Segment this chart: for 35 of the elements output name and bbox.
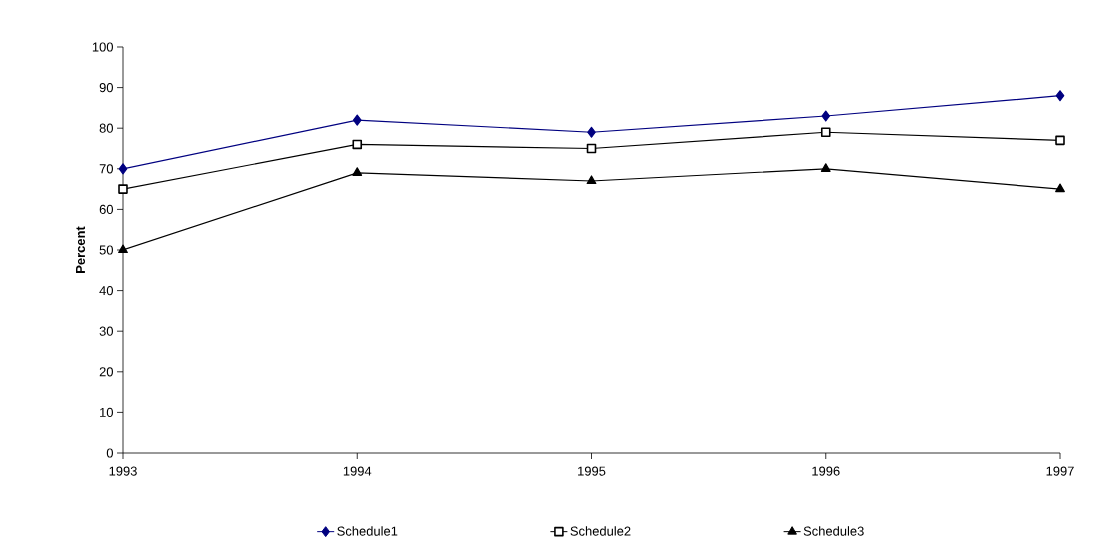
point bbox=[586, 143, 597, 154]
x-tick-label: 1996 bbox=[812, 466, 840, 476]
point bbox=[586, 175, 597, 185]
point bbox=[1055, 90, 1065, 102]
y-tick-label: 10 bbox=[100, 407, 113, 417]
y-axis-title: Percent bbox=[76, 226, 86, 273]
x-tick-label: 1994 bbox=[343, 466, 372, 476]
point bbox=[118, 163, 128, 175]
x-tick-label: 1993 bbox=[109, 466, 137, 476]
point bbox=[1055, 135, 1065, 146]
y-tick-label: 90 bbox=[99, 83, 113, 93]
y-tick-label: 0 bbox=[106, 448, 113, 458]
x-tick-label: 1997 bbox=[1046, 466, 1074, 476]
point bbox=[820, 163, 831, 172]
legend-label: Schedule1 bbox=[337, 526, 398, 536]
point bbox=[118, 184, 128, 194]
x-tick-label: 1995 bbox=[578, 466, 606, 476]
y-tick-label: 60 bbox=[99, 204, 113, 214]
y-tick-label: 30 bbox=[99, 326, 113, 336]
y-tick-label: 50 bbox=[99, 245, 113, 255]
y-tick-label: 80 bbox=[99, 123, 113, 133]
legend-label: Schedule2 bbox=[570, 526, 631, 536]
y-tick-label: 70 bbox=[99, 164, 113, 174]
point bbox=[820, 127, 831, 138]
point bbox=[352, 114, 362, 126]
point bbox=[587, 126, 596, 138]
point bbox=[352, 167, 363, 176]
legend-label: Schedule3 bbox=[803, 526, 864, 536]
point bbox=[118, 244, 128, 254]
point bbox=[352, 139, 363, 150]
point bbox=[821, 110, 831, 122]
y-tick-label: 20 bbox=[99, 367, 113, 377]
y-tick-label: 100 bbox=[92, 42, 113, 52]
y-tick-label: 40 bbox=[99, 286, 113, 296]
point bbox=[1055, 183, 1065, 193]
